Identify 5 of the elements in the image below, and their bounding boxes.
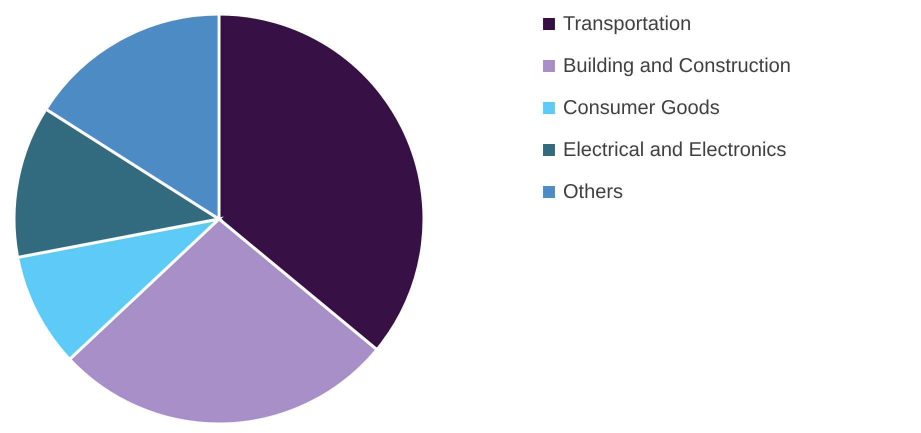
legend-label: Building and Construction bbox=[563, 55, 791, 77]
legend-label: Transportation bbox=[563, 13, 692, 35]
legend-label: Electrical and Electronics bbox=[563, 139, 786, 161]
legend-label: Others bbox=[563, 181, 624, 203]
legend-label: Consumer Goods bbox=[563, 97, 720, 119]
